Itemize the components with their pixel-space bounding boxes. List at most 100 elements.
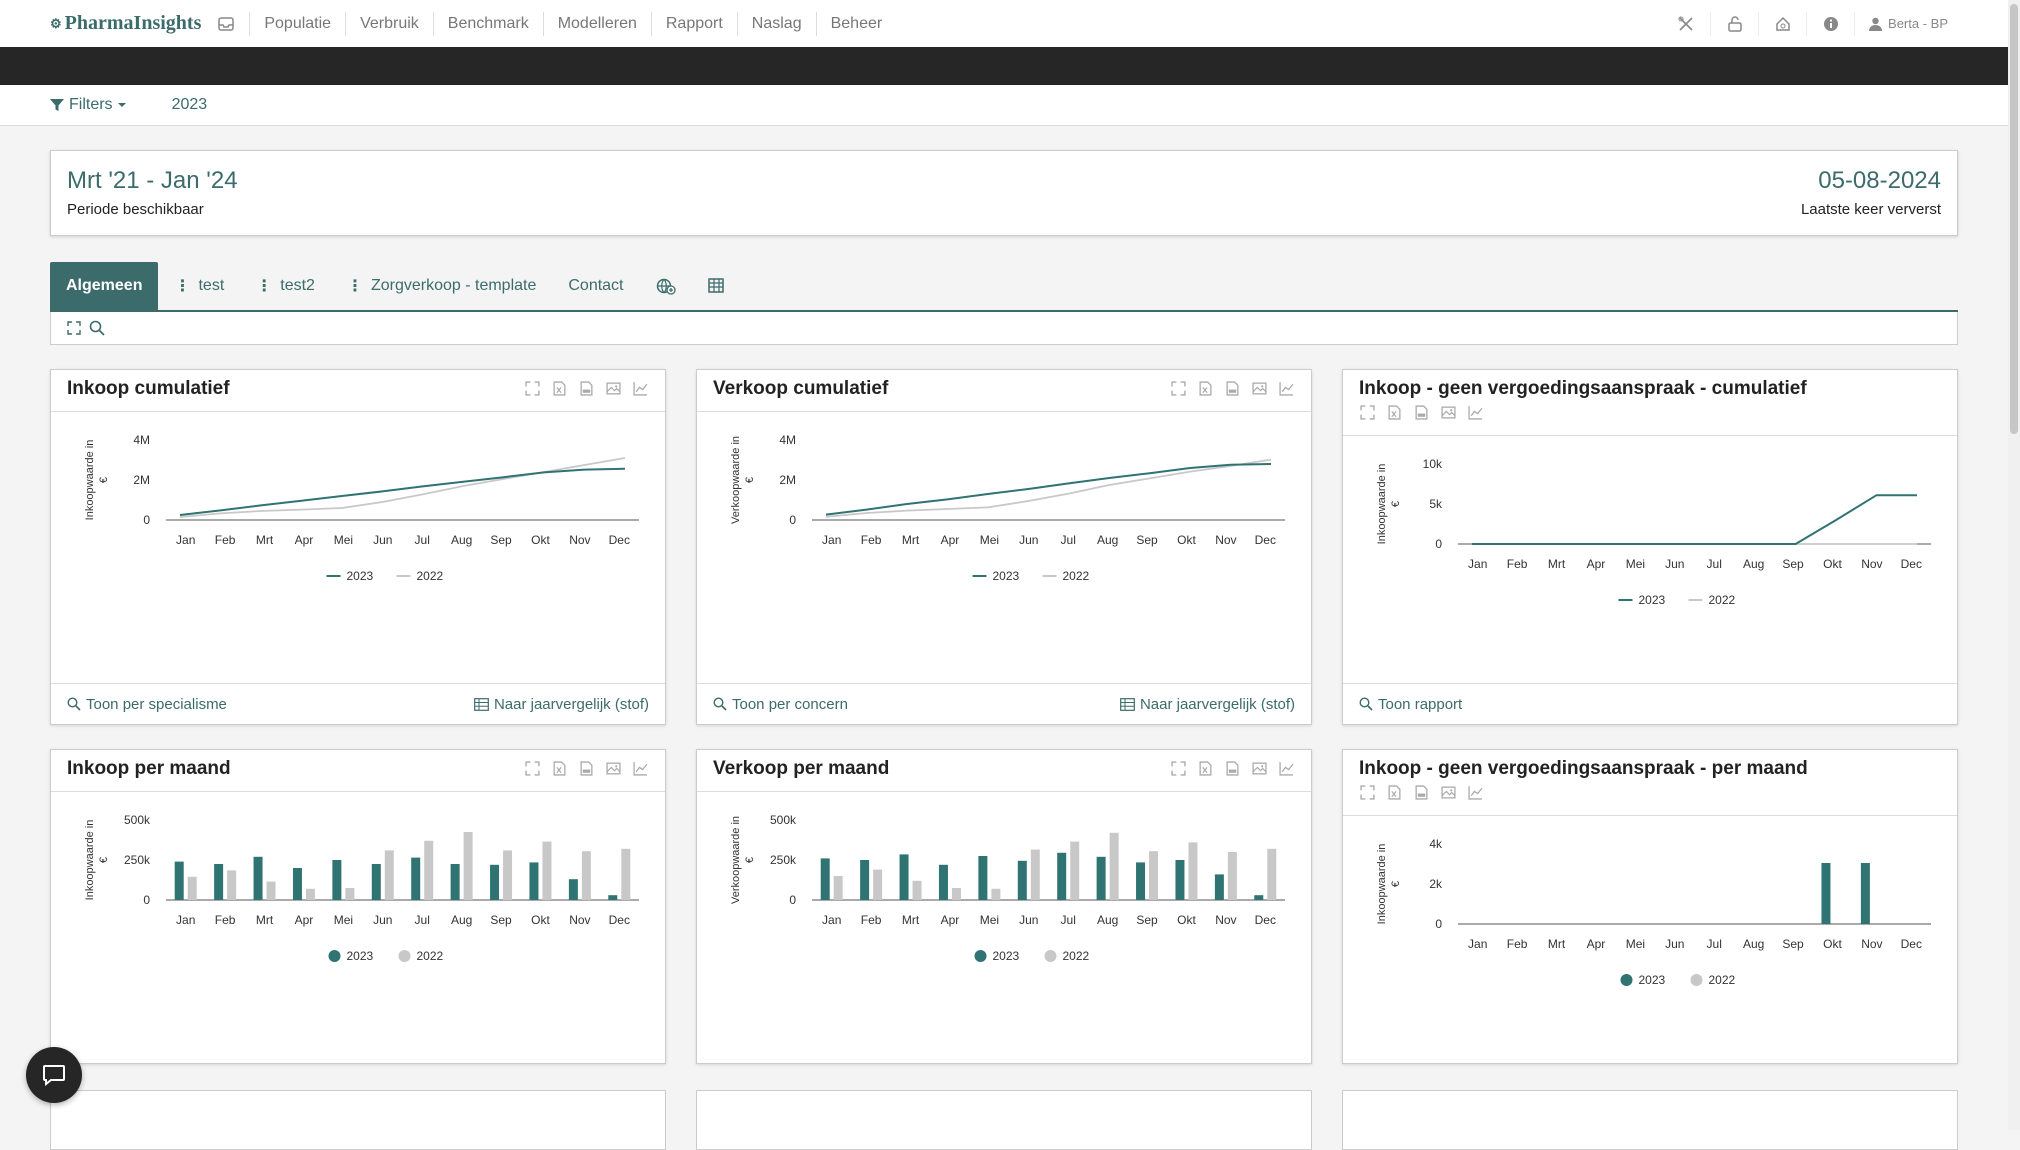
pdf-export-icon[interactable] (1224, 380, 1241, 397)
dashboard-search-row (50, 312, 1958, 345)
user-menu[interactable]: Berta - BP (1854, 11, 1948, 36)
card-title: Verkoop cumulatief (713, 378, 889, 399)
y-tick-label: 0 (789, 893, 796, 907)
table-view-button[interactable] (692, 262, 742, 310)
nav-naslag[interactable]: Naslag (736, 11, 816, 36)
legend-label-2022: 2022 (1709, 593, 1736, 607)
chart: 0 5k 10k Inkoopwaarde in € Jan Feb Mrt Apr Mei Jun… (1376, 457, 1931, 607)
inbox-icon[interactable] (217, 15, 235, 33)
image-export-icon[interactable] (605, 380, 622, 397)
image-export-icon[interactable] (1251, 380, 1268, 397)
tab-algemeen[interactable]: Algemeen (50, 262, 159, 310)
excel-export-icon[interactable] (551, 380, 568, 397)
bar-2022-Mei (345, 888, 355, 900)
x-tick-label: Jul (1061, 913, 1076, 927)
pdf-export-icon[interactable] (578, 760, 595, 777)
scrollbar-thumb[interactable] (2010, 4, 2018, 434)
home-settings-icon[interactable] (1758, 11, 1806, 36)
chart-type-icon[interactable] (1278, 760, 1295, 777)
tab-menu-icon[interactable]: ⋮ (346, 278, 363, 295)
tools-icon[interactable] (1662, 12, 1710, 36)
pdf-export-icon[interactable] (1413, 404, 1430, 421)
fullscreen-icon[interactable] (524, 760, 541, 777)
bar-2022-Jun (1030, 849, 1040, 900)
nav-beheer[interactable]: Beheer (815, 11, 897, 36)
x-tick-label: Mrt (902, 913, 920, 927)
y-tick-label: 500k (770, 813, 797, 827)
chart-type-icon[interactable] (632, 380, 649, 397)
pdf-export-icon[interactable] (1413, 784, 1430, 801)
footer-link-left[interactable]: Toon per concern (713, 696, 848, 713)
fullscreen-icon[interactable] (1359, 784, 1376, 801)
nav-populatie[interactable]: Populatie (249, 11, 345, 36)
card-toolbar (1359, 404, 1941, 421)
partial-card (696, 1090, 1312, 1150)
legend-marker-2023 (328, 950, 341, 962)
tab-menu-icon[interactable]: ⋮ (174, 278, 191, 295)
nav-benchmark[interactable]: Benchmark (432, 11, 543, 36)
x-tick-label: Mrt (1548, 557, 1566, 571)
filter-year[interactable]: 2023 (171, 96, 208, 113)
nav-rapport[interactable]: Rapport (650, 11, 737, 36)
legend-label-2023: 2023 (347, 569, 374, 583)
chart-type-icon[interactable] (1467, 784, 1484, 801)
fullscreen-icon[interactable] (1359, 404, 1376, 421)
bar-2023-Apr (292, 868, 302, 900)
y-tick-label: 250k (770, 853, 797, 867)
pdf-export-icon[interactable] (578, 380, 595, 397)
x-tick-label: Apr (1587, 937, 1606, 951)
tab-zorgverkoop-template[interactable]: ⋮ Zorgverkoop - template (331, 262, 552, 310)
add-tab-button[interactable] (640, 262, 692, 310)
image-export-icon[interactable] (1440, 784, 1457, 801)
info-icon[interactable] (1806, 11, 1854, 36)
fullscreen-icon[interactable] (1170, 380, 1187, 397)
chart-type-icon[interactable] (1467, 404, 1484, 421)
bar-2022-Jan (187, 876, 197, 900)
y-tick-label: 0 (789, 513, 796, 527)
filters-dropdown[interactable]: Filters (50, 96, 126, 114)
chart-type-icon[interactable] (632, 760, 649, 777)
bar-2023-Jun (371, 864, 381, 900)
tab-test2[interactable]: ⋮ test2 (240, 262, 331, 310)
image-export-icon[interactable] (605, 760, 622, 777)
chat-button[interactable] (26, 1047, 82, 1103)
pdf-export-icon[interactable] (1224, 760, 1241, 777)
excel-export-icon[interactable] (1386, 784, 1403, 801)
excel-export-icon[interactable] (1386, 404, 1403, 421)
footer-link-left[interactable]: Toon rapport (1359, 696, 1462, 713)
footer-link-right[interactable]: Naar jaarvergelijk (stof) (474, 696, 649, 713)
logo[interactable]: ⚙ PharmaInsights (50, 12, 201, 35)
y-tick-label: 4M (133, 433, 150, 447)
partial-card (50, 1090, 666, 1150)
nav-modelleren[interactable]: Modelleren (542, 11, 651, 36)
search-icon[interactable] (89, 320, 105, 336)
nav-verbruik[interactable]: Verbruik (345, 11, 433, 36)
dashboard-tabs: Algemeen ⋮ test ⋮ test2 ⋮ Zorgverkoop - tem… (50, 262, 1958, 312)
tab-menu-icon[interactable]: ⋮ (256, 278, 273, 295)
user-name: Berta - BP (1888, 16, 1948, 31)
footer-link-left[interactable]: Toon per specialisme (67, 696, 227, 713)
chart-type-icon[interactable] (1278, 380, 1295, 397)
excel-export-icon[interactable] (1197, 380, 1214, 397)
chart: 0 2M 4M Verkoopwaarde in € Jan Feb Mrt Apr Mei Jun… (730, 433, 1285, 583)
expand-icon[interactable] (67, 321, 81, 335)
add-globe-icon (656, 278, 676, 295)
chart: 0 250k 500k Verkoopwaarde in € Jan Feb Mrt Apr Me… (730, 813, 1285, 963)
page-scrollbar[interactable] (2008, 0, 2020, 1130)
excel-export-icon[interactable] (551, 760, 568, 777)
tab-test[interactable]: ⋮ test (158, 262, 240, 310)
image-export-icon[interactable] (1251, 760, 1268, 777)
y-axis-label: Inkoopwaarde in € (1376, 844, 1402, 925)
image-export-icon[interactable] (1440, 404, 1457, 421)
fullscreen-icon[interactable] (524, 380, 541, 397)
footer-link-right[interactable]: Naar jaarvergelijk (stof) (1120, 696, 1295, 713)
unlock-icon[interactable] (1710, 11, 1758, 36)
y-tick-label: 5k (1429, 497, 1443, 511)
tab-contact[interactable]: Contact (552, 262, 639, 310)
x-tick-label: Jan (176, 533, 195, 547)
x-tick-label: Feb (861, 533, 882, 547)
bar-2023-Nov (1860, 863, 1870, 924)
fullscreen-icon[interactable] (1170, 760, 1187, 777)
excel-export-icon[interactable] (1197, 760, 1214, 777)
bar-2022-Mrt (912, 880, 922, 900)
